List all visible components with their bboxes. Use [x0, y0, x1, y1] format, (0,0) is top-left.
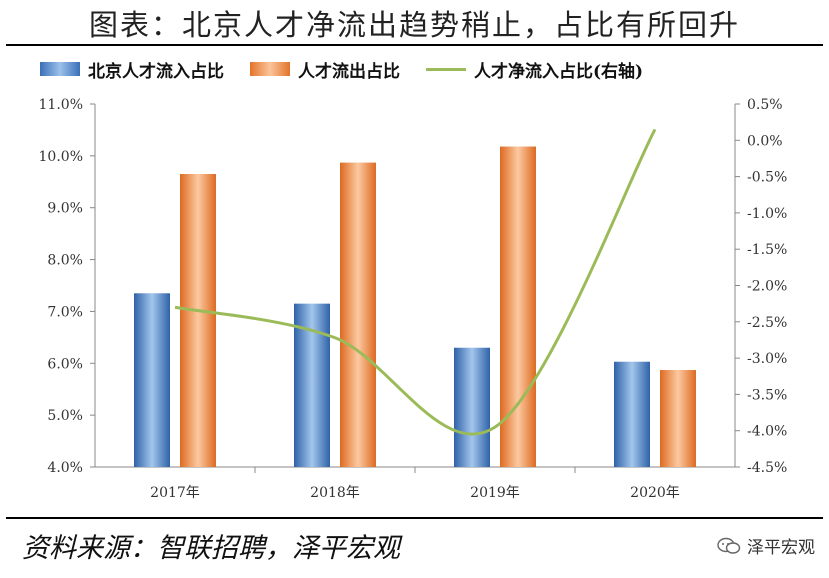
watermark: 泽平宏观	[717, 533, 815, 558]
bar-inflow	[134, 293, 170, 467]
y-right-tick-label: 0.5%	[747, 97, 783, 113]
legend-swatch-inflow	[40, 62, 80, 76]
bottom-rule	[6, 517, 823, 519]
y-left-tick-label: 11.0%	[39, 97, 83, 113]
legend-item-outflow: 人才流出占比	[250, 57, 400, 82]
legend-item-net: 人才净流入占比(右轴)	[426, 57, 643, 82]
chart-title: 图表：北京人才净流出趋势稍止，占比有所回升	[88, 8, 740, 42]
y-left-tick-label: 4.0%	[47, 460, 83, 476]
chart-plot: 4.0% 5.0% 6.0% 7.0% 8.0% 9.0% 10.0% 11.0% -4.5% -…	[39, 97, 788, 501]
wechat-icon	[717, 537, 741, 554]
legend: 北京人才流入占比 人才流出占比 人才净流入占比(右轴)	[40, 57, 669, 82]
y-left-tick-label: 5.0%	[47, 408, 83, 424]
y-right-tick-label: -0.5%	[747, 170, 787, 186]
legend-label-outflow: 人才流出占比	[298, 61, 400, 82]
y-right-tick-label: -2.0%	[747, 279, 787, 295]
legend-label-inflow: 北京人才流入占比	[88, 61, 224, 82]
legend-swatch-net	[426, 67, 466, 71]
x-tick-label: 2018年	[310, 485, 360, 501]
x-tick-label: 2020年	[630, 485, 680, 501]
legend-item-inflow: 北京人才流入占比	[40, 57, 224, 82]
bar-outflow	[180, 174, 216, 467]
y-right-tick-label: -3.0%	[747, 351, 787, 367]
y-right-tick-label: -2.5%	[747, 315, 787, 331]
bar-inflow	[454, 347, 490, 467]
y-left-tick-label: 8.0%	[47, 253, 83, 269]
bar-inflow	[614, 361, 650, 467]
x-tick-label: 2017年	[150, 485, 200, 501]
y-right-tick-label: -4.5%	[747, 460, 787, 476]
y-right-tick-label: -1.5%	[747, 242, 787, 258]
y-left-tick-label: 6.0%	[47, 356, 83, 372]
series-line-net	[174, 128, 657, 436]
legend-swatch-outflow	[250, 62, 290, 76]
bar-outflow	[660, 370, 696, 467]
y-left-tick-label: 7.0%	[47, 304, 83, 320]
y-left-tick-label: 9.0%	[47, 201, 83, 217]
y-right-tick-label: 0.0%	[747, 133, 783, 149]
top-rule	[6, 44, 823, 46]
bar-outflow	[500, 146, 536, 467]
y-right-tick-label: -3.5%	[747, 387, 787, 403]
watermark-text: 泽平宏观	[747, 538, 815, 558]
bar-outflow	[340, 162, 376, 467]
y-left-tick-label: 10.0%	[39, 149, 83, 165]
x-tick-label: 2019年	[470, 485, 520, 501]
y-right-tick-label: -1.0%	[747, 206, 787, 222]
source-note: 资料来源：智联招聘，泽平宏观	[22, 533, 400, 564]
legend-label-net: 人才净流入占比(右轴)	[474, 61, 644, 82]
y-right-tick-label: -4.0%	[747, 424, 787, 440]
